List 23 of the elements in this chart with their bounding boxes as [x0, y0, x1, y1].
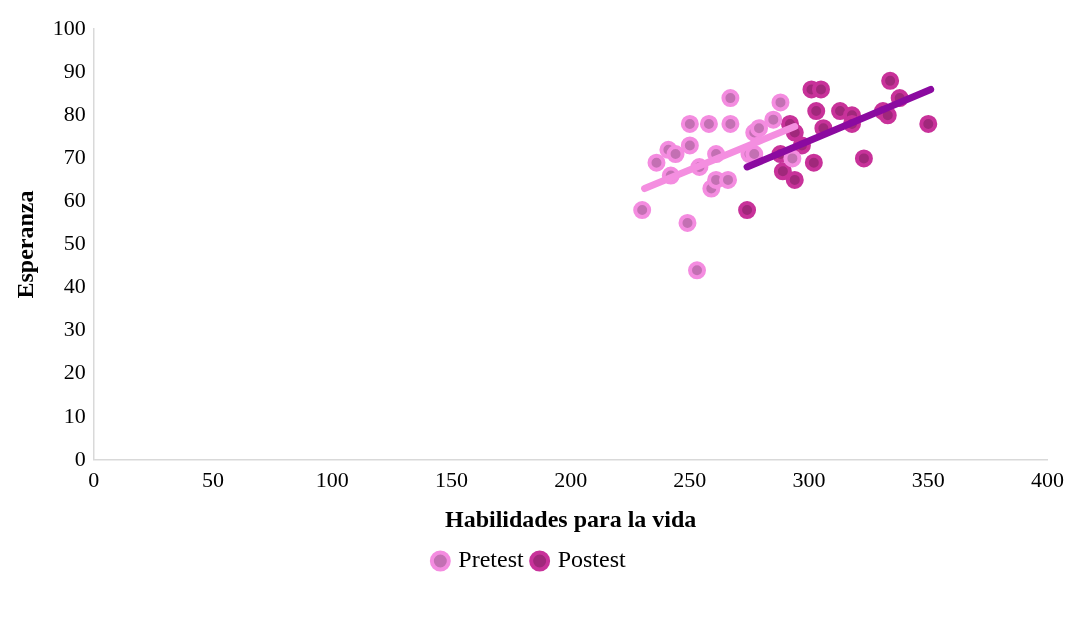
x-tick-label: 300: [792, 466, 826, 492]
y-tick-label: 30: [63, 316, 86, 342]
x-axis-title: Habilidades para la vida: [444, 505, 697, 532]
y-tick-label: 10: [63, 402, 86, 428]
legend-label: Pretest: [458, 546, 524, 573]
x-tick-label: 250: [673, 466, 707, 492]
y-tick-label: 50: [63, 230, 86, 256]
y-tick-label: 40: [63, 273, 86, 299]
y-tick-label: 0: [74, 445, 86, 471]
y-tick-label: 60: [63, 187, 86, 213]
y-tick-label: 90: [63, 58, 86, 84]
x-tick-label: 200: [554, 466, 588, 492]
y-tick-label: 100: [52, 14, 86, 40]
x-tick-label: 350: [911, 466, 945, 492]
y-axis-title: Esperanza: [11, 190, 38, 299]
y-tick-label: 70: [63, 144, 86, 170]
x-tick-label: 100: [315, 466, 349, 492]
x-tick-label: 400: [1031, 466, 1064, 492]
y-tick-label: 80: [63, 101, 86, 127]
y-tick-label: 20: [63, 359, 86, 385]
x-tick-label: 50: [202, 466, 225, 492]
legend-label: Postest: [557, 546, 626, 573]
x-tick-label: 150: [434, 466, 468, 492]
